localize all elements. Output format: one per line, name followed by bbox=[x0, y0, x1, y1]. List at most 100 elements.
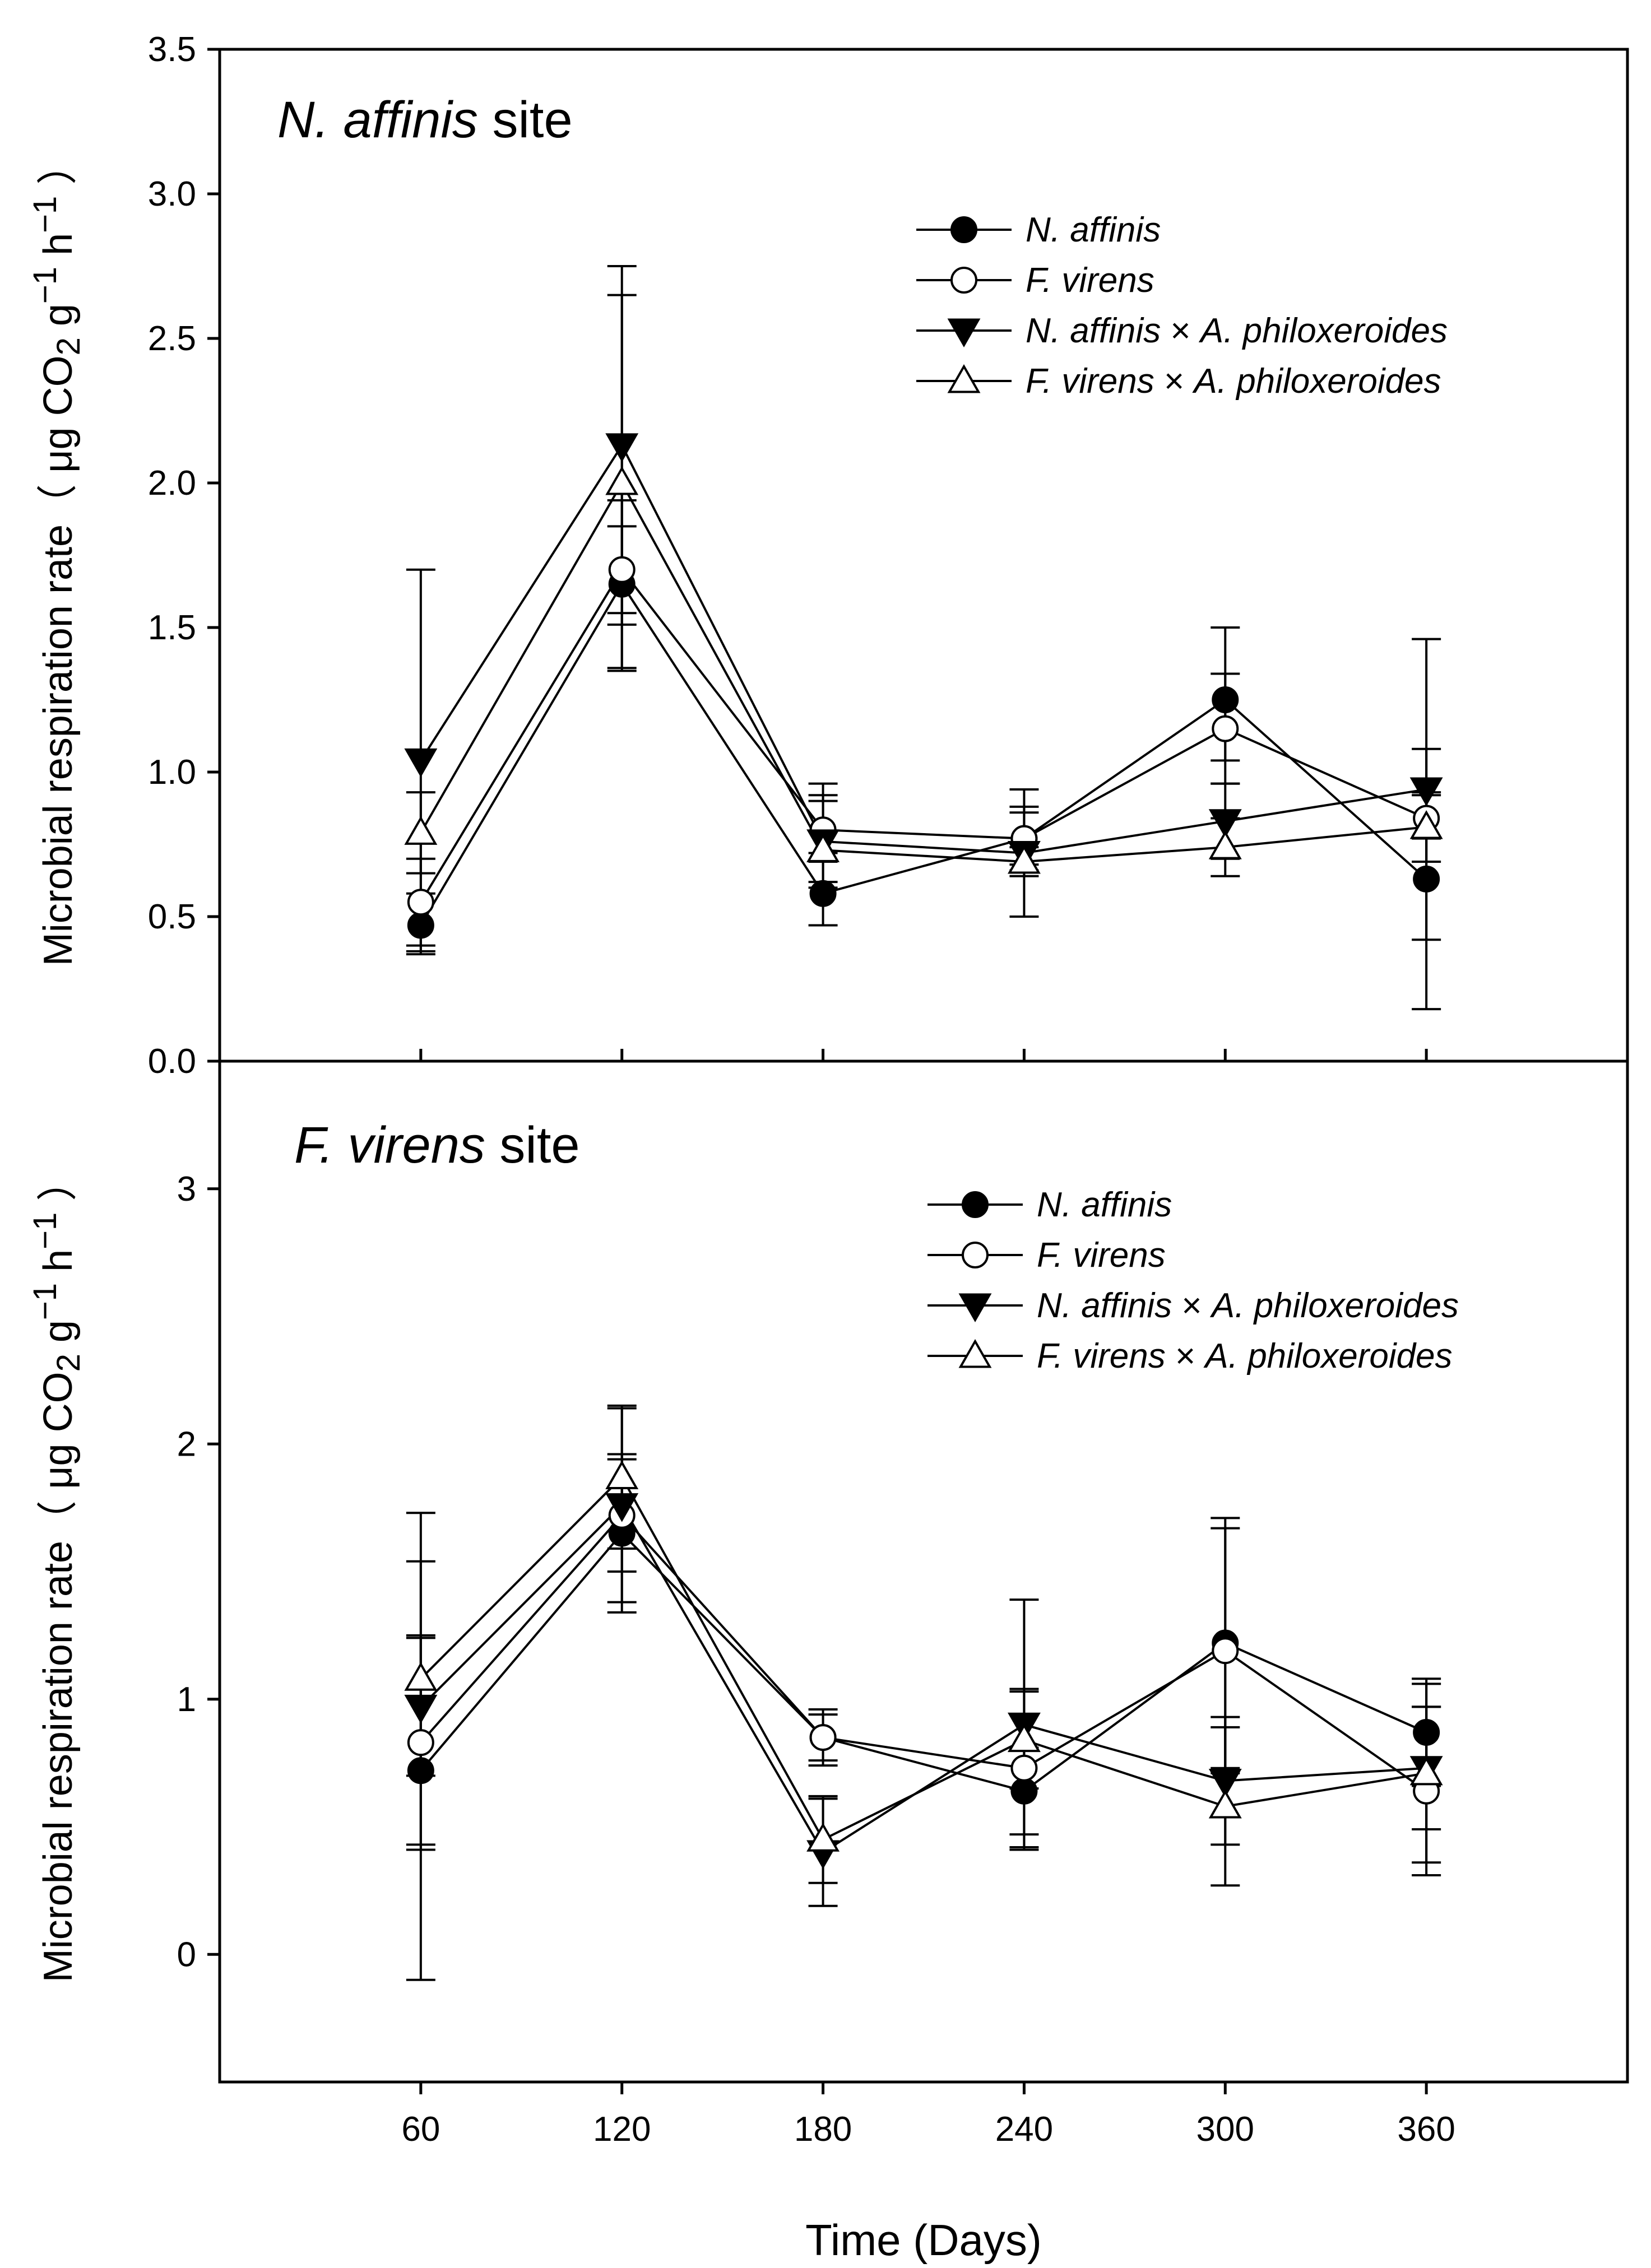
legend-label: N. affinis bbox=[1037, 1186, 1172, 1224]
series-line bbox=[420, 1531, 1427, 1792]
data-point bbox=[1010, 1754, 1038, 1782]
x-tick-label: 180 bbox=[794, 2110, 852, 2149]
y-tick-label: 1.5 bbox=[148, 608, 196, 647]
legend-label-italic: N. affinis bbox=[1037, 1186, 1172, 1224]
legend-label: N. affinis × A. philoxeroides bbox=[1026, 312, 1448, 350]
y-axis-label-unit-b: g bbox=[36, 304, 81, 337]
y-axis-label-sup1: −1 bbox=[27, 267, 63, 304]
data-point bbox=[1007, 1723, 1041, 1753]
data-point bbox=[1208, 1769, 1242, 1798]
panel-title: F. virens site bbox=[294, 1117, 580, 1174]
legend-label-italic: F. virens bbox=[1037, 1236, 1166, 1275]
legend-label: N. affinis × A. philoxeroides bbox=[1037, 1286, 1459, 1325]
y-tick-label: 0 bbox=[177, 1935, 196, 1974]
data-point bbox=[1212, 715, 1239, 742]
legend-item: F. virens × A. philoxeroides bbox=[927, 1337, 1453, 1375]
x-axis-label: Time (Days) bbox=[805, 2215, 1042, 2265]
y-axis-label-open: （ bbox=[36, 1500, 81, 1541]
series-1 bbox=[406, 1458, 1441, 1877]
y-axis-label-close: ） bbox=[36, 1161, 81, 1212]
x-axis-ticks bbox=[419, 1049, 1428, 1061]
legend-marker bbox=[962, 1191, 989, 1218]
legend-item: N. affinis bbox=[916, 211, 1161, 249]
legend-label-cross: × bbox=[1166, 1337, 1205, 1375]
y-tick-label: 2.0 bbox=[148, 464, 196, 503]
y-axis-label-unit-a: μg CO bbox=[36, 1372, 81, 1500]
panel-top: 0.0 0.5 1.0 1.5 2.0 2.5 3.0 3.5 N. affinis site… bbox=[27, 30, 1629, 1081]
series-line bbox=[420, 568, 1427, 903]
y-tick-label: 3 bbox=[177, 1170, 196, 1209]
data-point bbox=[806, 1823, 840, 1852]
data-point bbox=[605, 1493, 639, 1522]
series-markers-2 bbox=[404, 433, 1443, 870]
series-3 bbox=[406, 1404, 1441, 1887]
data-point bbox=[1010, 1777, 1038, 1805]
legend-marker bbox=[958, 1339, 992, 1368]
series-markers-1 bbox=[407, 556, 1440, 916]
series-2 bbox=[406, 1407, 1441, 1907]
data-point bbox=[605, 466, 639, 495]
data-point bbox=[1413, 865, 1440, 893]
legend-label: F. virens bbox=[1026, 261, 1154, 300]
x-tick-label: 60 bbox=[401, 2110, 440, 2149]
legend-label-italic-2: A. philoxeroides bbox=[1191, 362, 1441, 401]
y-axis-label-unit-b: g bbox=[36, 1320, 81, 1354]
data-point bbox=[1409, 777, 1443, 806]
legend-item: F. virens bbox=[927, 1236, 1166, 1275]
legend: N. affinis F. virens N. affinis × A. philo… bbox=[916, 211, 1448, 401]
y-axis-label: Microbial respiration rate（ μg CO2 g−1 h… bbox=[27, 145, 87, 966]
legend-label: F. virens bbox=[1037, 1236, 1166, 1275]
legend-label-italic: N. affinis bbox=[1026, 312, 1161, 350]
y-tick-label: 3.0 bbox=[148, 175, 196, 213]
data-point bbox=[1413, 1718, 1440, 1746]
data-point bbox=[407, 889, 434, 916]
data-point bbox=[404, 1662, 438, 1691]
legend-label-cross: × bbox=[1154, 362, 1194, 401]
series-0 bbox=[406, 1453, 1441, 1981]
data-point bbox=[809, 1724, 837, 1751]
legend-item: N. affinis × A. philoxeroides bbox=[927, 1286, 1459, 1325]
legend-label: F. virens × A. philoxeroides bbox=[1037, 1337, 1453, 1375]
x-tick-label: 240 bbox=[995, 2110, 1053, 2149]
legend-marker bbox=[947, 364, 981, 393]
data-point bbox=[407, 1757, 434, 1784]
legend-label-italic-2: A. philoxeroides bbox=[1198, 312, 1448, 350]
legend-marker bbox=[950, 216, 977, 243]
series-line bbox=[420, 443, 1427, 854]
series-line bbox=[420, 480, 1427, 863]
data-point bbox=[1212, 1637, 1239, 1665]
y-axis-ticks: 0 1 2 3 bbox=[177, 1170, 220, 1974]
legend-item: F. virens bbox=[916, 261, 1154, 300]
y-axis-label-main: Microbial respiration rate bbox=[36, 524, 81, 966]
legend: N. affinis F. virens N. affinis × A. philo… bbox=[927, 1186, 1459, 1375]
data-point bbox=[407, 912, 434, 939]
legend-label-italic-2: A. philoxeroides bbox=[1209, 1286, 1459, 1325]
y-axis-label-open: （ bbox=[36, 484, 81, 524]
legend-label-italic: N. affinis bbox=[1037, 1286, 1172, 1325]
data-point bbox=[608, 556, 636, 583]
legend-marker bbox=[947, 318, 981, 348]
y-tick-label: 0.0 bbox=[148, 1042, 196, 1081]
legend-label: F. virens × A. philoxeroides bbox=[1026, 362, 1441, 401]
panel-title: N. affinis site bbox=[277, 91, 573, 148]
legend-label-cross: × bbox=[1161, 312, 1200, 350]
data-point bbox=[404, 816, 438, 845]
y-axis-label-sup2: −1 bbox=[27, 1212, 63, 1249]
y-axis-label-sub: 2 bbox=[50, 337, 87, 355]
panel-title-italic: F. virens bbox=[294, 1117, 485, 1174]
data-point bbox=[1208, 809, 1242, 838]
y-axis-label-sup1: −1 bbox=[27, 1283, 63, 1320]
data-point bbox=[605, 1460, 639, 1489]
y-tick-label: 2.5 bbox=[148, 319, 196, 358]
series-line bbox=[420, 1513, 1427, 1792]
y-axis-label-sub: 2 bbox=[50, 1354, 87, 1372]
y-axis-label: Microbial respiration rate（ μg CO2 g−1 h… bbox=[27, 1161, 87, 1983]
y-axis-label-main: Microbial respiration rate bbox=[36, 1541, 81, 1982]
y-axis-label-close: ） bbox=[36, 145, 81, 196]
y-axis-label-unit-c: h bbox=[36, 1249, 81, 1283]
series-markers-2 bbox=[404, 1493, 1443, 1870]
x-tick-label: 300 bbox=[1196, 2110, 1254, 2149]
legend-item: N. affinis bbox=[927, 1186, 1172, 1224]
data-point bbox=[1409, 810, 1443, 839]
data-point bbox=[605, 433, 639, 462]
